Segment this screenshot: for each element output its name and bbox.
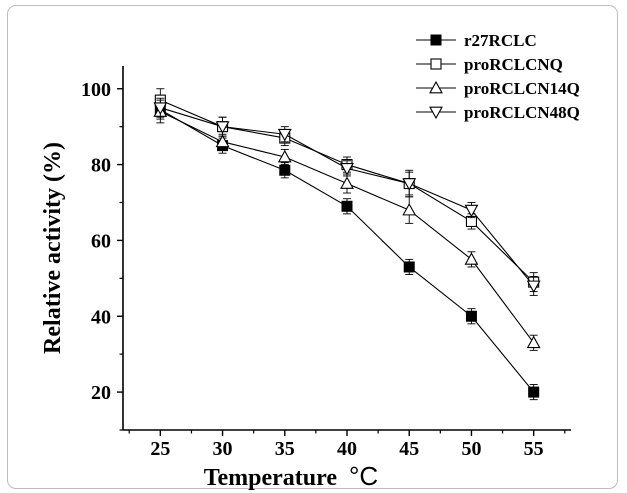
data-point — [277, 128, 292, 142]
data-point — [526, 280, 541, 294]
axes: 25 30 35 40 45 50 55 20 40 60 80 100 — [81, 66, 571, 460]
x-tick-label: 40 — [337, 438, 357, 460]
data-point — [279, 164, 291, 176]
legend-item: proRCLCN14Q — [416, 79, 580, 98]
x-axis-title: Temperature — [204, 465, 338, 491]
data-point — [341, 200, 353, 212]
legend-label: proRCLCN14Q — [464, 79, 580, 98]
data-point — [403, 261, 415, 273]
legend-label: proRCLCNQ — [464, 55, 563, 74]
legend-marker — [429, 80, 443, 94]
legend-label: proRCLCN48Q — [464, 103, 580, 122]
data-point — [526, 335, 541, 349]
x-axis-unit: °C — [349, 461, 378, 491]
y-tick-label: 40 — [91, 306, 111, 328]
y-tick-label: 60 — [91, 230, 111, 252]
legend-item: proRCLCN48Q — [416, 103, 580, 122]
y-axis-title: Relative activity (%) — [40, 142, 66, 354]
data-point — [215, 134, 230, 148]
data-point — [528, 386, 540, 398]
data-point — [402, 178, 417, 191]
data-point — [277, 149, 292, 163]
series-layer — [153, 88, 541, 401]
series-r27RCLC — [154, 99, 540, 401]
y-tick-label: 80 — [91, 155, 111, 177]
y-tick-label: 100 — [81, 79, 111, 101]
x-tick-label: 50 — [461, 438, 481, 460]
x-tick-label: 35 — [275, 438, 295, 460]
chart-frame — [7, 5, 618, 489]
series-line — [160, 107, 535, 287]
data-point — [340, 176, 354, 189]
series-line — [160, 109, 535, 393]
x-tick-label: 30 — [213, 438, 233, 460]
data-point — [464, 252, 479, 265]
data-point — [402, 202, 417, 216]
data-point — [215, 121, 230, 134]
series-proRCLCN14Q — [153, 99, 541, 351]
x-tick-label: 55 — [524, 438, 544, 460]
legend-marker — [429, 106, 443, 120]
y-tick-label: 20 — [91, 382, 111, 404]
series-proRCLCN48Q — [153, 97, 541, 296]
data-point — [340, 163, 354, 176]
data-point — [465, 310, 477, 322]
legend-marker — [430, 58, 442, 70]
x-tick-label: 25 — [150, 438, 170, 460]
legend-label: r27RCLC — [464, 31, 537, 50]
legend: r27RCLC proRCLCNQ proRCLCN14Q proRCLCN48Q — [416, 31, 580, 122]
data-point — [153, 102, 168, 115]
legend-item: proRCLCNQ — [416, 55, 563, 74]
x-tick-label: 45 — [399, 438, 419, 460]
data-point — [464, 204, 479, 218]
legend-marker — [430, 34, 442, 46]
legend-item: r27RCLC — [416, 31, 537, 50]
